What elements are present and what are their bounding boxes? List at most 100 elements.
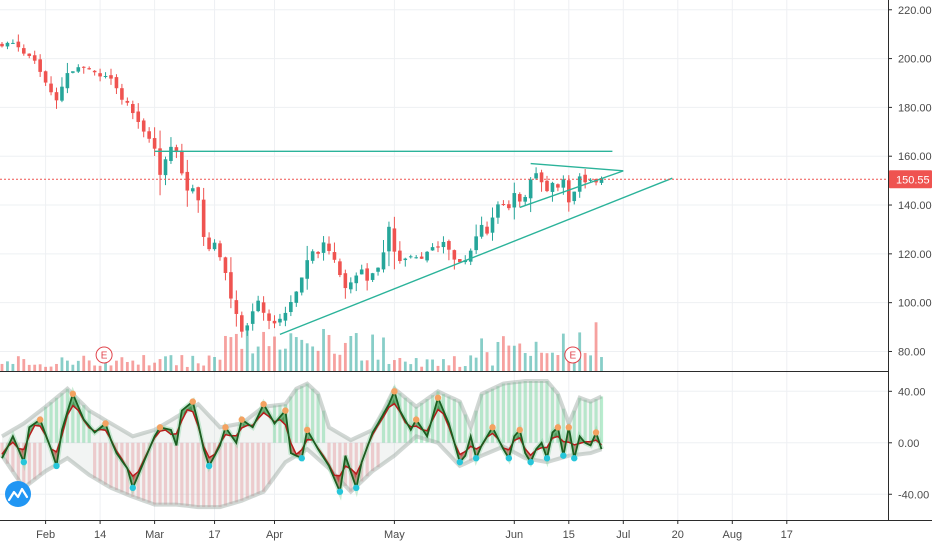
osc-histogram-bar	[441, 393, 446, 443]
candle-body	[163, 159, 168, 176]
osc-histogram-bar	[354, 442, 358, 487]
volume-bar	[442, 359, 445, 371]
volume-bar	[425, 359, 429, 371]
osc-histogram-bar	[436, 391, 440, 443]
earnings-badge	[95, 346, 113, 364]
tradingview-logo-icon[interactable]	[5, 481, 31, 507]
volume-bar	[398, 357, 402, 371]
candle-body	[359, 269, 364, 275]
candle-body	[365, 268, 369, 281]
osc-histogram-bar	[539, 381, 544, 443]
candle-body	[76, 67, 81, 72]
candle-body	[447, 241, 451, 250]
volume-bar	[147, 365, 151, 371]
osc-histogram-bar	[518, 381, 522, 443]
candle-body	[528, 179, 533, 199]
osc-histogram-bar	[469, 442, 473, 461]
candle-body	[92, 70, 97, 73]
candle-body	[147, 131, 151, 139]
time-tick-label: May	[384, 529, 405, 541]
candle-body	[250, 311, 255, 324]
osc-histogram-bar	[349, 442, 353, 492]
volume-bar	[115, 360, 118, 371]
candle-body	[419, 256, 424, 259]
candle-body	[180, 150, 184, 174]
candle-body	[507, 204, 511, 209]
candle-body	[583, 174, 587, 183]
osc-histogram-bar	[321, 410, 326, 443]
volume-bar	[175, 365, 178, 371]
osc-histogram-bar	[561, 408, 565, 443]
time-tick-label: Jul	[616, 529, 630, 541]
volume-bar	[365, 360, 369, 371]
volume-bar	[66, 360, 69, 371]
candle-body	[141, 120, 146, 132]
time-tick-label: 15	[563, 529, 575, 541]
volume-bar	[289, 333, 293, 371]
candle-body	[103, 75, 108, 77]
osc-histogram-bar	[212, 442, 217, 508]
candle-body	[387, 226, 391, 252]
volume-bar	[125, 361, 129, 371]
price-tick-label: 100.00	[898, 298, 932, 310]
volume-bar	[262, 331, 265, 371]
candle-body	[452, 250, 457, 260]
osc-histogram-bar	[22, 442, 26, 488]
candle-body	[212, 242, 217, 250]
candle-body	[169, 146, 173, 161]
price-tick-label: 140.00	[898, 200, 932, 212]
osc-histogram-bar	[425, 399, 429, 443]
osc-histogram-bar	[507, 382, 511, 443]
trendlines[interactable]	[154, 150, 673, 336]
osc-histogram-bar	[11, 442, 15, 472]
candle-body	[174, 147, 179, 153]
candle-body	[485, 226, 489, 234]
volume-bar	[458, 366, 462, 371]
osc-histogram-bar	[501, 383, 505, 443]
volume-bar	[87, 360, 91, 371]
osc-trough-dot	[456, 458, 463, 466]
candle-body	[81, 66, 86, 68]
osc-histogram-bar	[578, 397, 582, 443]
osc-peak-dot	[222, 424, 229, 431]
candle-body	[207, 237, 211, 250]
price-tick-label: 120.00	[898, 249, 932, 261]
osc-histogram-bar	[316, 393, 320, 443]
osc-histogram-bar	[54, 397, 59, 443]
osc-histogram-bar	[289, 396, 293, 443]
candle-body	[327, 243, 331, 251]
osc-histogram-bar	[251, 442, 255, 497]
candle-body	[196, 187, 200, 201]
volume-bar	[229, 337, 233, 371]
volume-bar	[71, 364, 75, 371]
osc-histogram-bar	[294, 388, 298, 443]
volume-bar	[420, 366, 424, 371]
osc-histogram-bar	[332, 442, 337, 475]
volume-bar	[447, 365, 451, 371]
candle-body	[16, 41, 21, 48]
candle-body	[408, 256, 413, 258]
osc-histogram-bar	[131, 442, 135, 497]
volume-bar	[16, 356, 20, 371]
volume-bar	[245, 326, 249, 371]
osc-histogram-bar	[169, 442, 173, 505]
candle-body	[539, 172, 544, 183]
osc-tick-label: -40.00	[898, 489, 929, 501]
osc-histogram-bar	[0, 442, 4, 456]
last-price-badge	[889, 170, 932, 189]
osc-histogram-bar	[98, 442, 102, 482]
osc-histogram-bar	[305, 383, 309, 443]
volume-bar	[507, 345, 511, 371]
candle-body	[376, 267, 380, 272]
osc-histogram-bar	[300, 386, 304, 443]
candle-body	[114, 77, 119, 89]
candle-body	[332, 252, 337, 260]
trendline-triangle-top	[530, 162, 624, 172]
volume-bar	[82, 355, 86, 371]
candle-body	[267, 313, 271, 321]
osc-histogram-bar	[202, 442, 206, 508]
volume-bar	[98, 365, 102, 371]
candle-body	[38, 59, 42, 72]
